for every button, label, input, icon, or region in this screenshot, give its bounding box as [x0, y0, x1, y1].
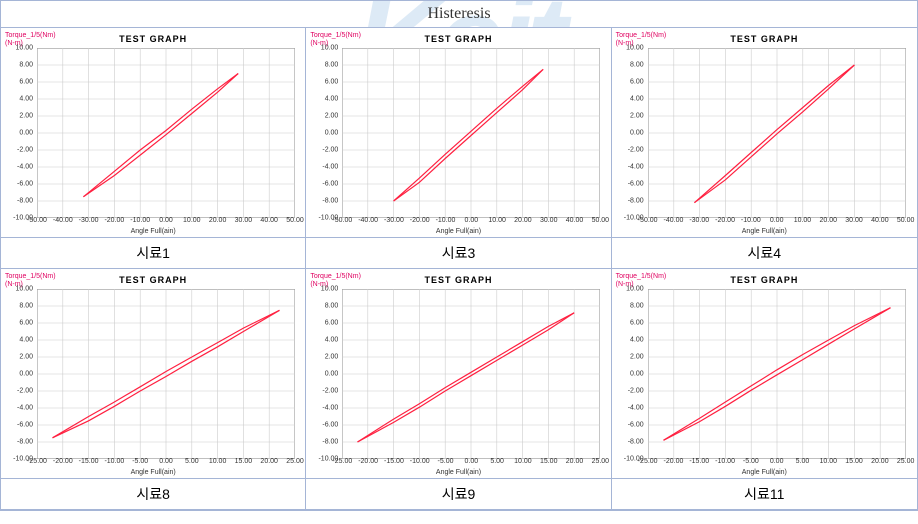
y-tick-labels: -10.00-8.00-6.00-4.00-2.000.002.004.006.… [614, 289, 646, 459]
y-tick-labels: -10.00-8.00-6.00-4.00-2.000.002.004.006.… [3, 289, 35, 459]
chart-plot-title: TEST GRAPH [424, 34, 492, 44]
chart-panel: TEST GRAPHTorque_1/5(Nm)(N-m)-10.00-8.00… [612, 269, 917, 479]
chart-panel: TEST GRAPHTorque_1/5(Nm)(N-m)-10.00-8.00… [612, 28, 917, 238]
chart-plot-area [342, 48, 600, 218]
y-tick-labels: -10.00-8.00-6.00-4.00-2.000.002.004.006.… [614, 48, 646, 218]
chart-panel: TEST GRAPHTorque_1/5(Nm)(N-m)-10.00-8.00… [306, 28, 611, 238]
chart-caption: 시료8 [1, 479, 306, 510]
x-tick-labels: -25.00-20.00-15.00-10.00-5.000.005.0010.… [648, 458, 906, 468]
xaxis-label: Angle Full(ain) [742, 228, 787, 235]
x-tick-labels: -50.00-40.00-30.00-20.00-10.000.0010.002… [648, 217, 906, 227]
chart-plot-title: TEST GRAPH [119, 34, 187, 44]
chart-plot-area [648, 48, 906, 218]
chart-plot-area [342, 289, 600, 459]
xaxis-label: Angle Full(ain) [436, 469, 481, 476]
chart-caption: 시료1 [1, 238, 306, 269]
chart-plot-title: TEST GRAPH [119, 275, 187, 285]
chart-caption: 시료9 [306, 479, 611, 510]
chart-plot-area [37, 48, 295, 218]
chart-plot-title: TEST GRAPH [730, 34, 798, 44]
chart-grid: TEST GRAPHTorque_1/5(Nm)(N-m)-10.00-8.00… [1, 28, 917, 510]
y-tick-labels: -10.00-8.00-6.00-4.00-2.000.002.004.006.… [308, 48, 340, 218]
chart-panel: TEST GRAPHTorque_1/5(Nm)(N-m)-10.00-8.00… [1, 28, 306, 238]
y-tick-labels: -10.00-8.00-6.00-4.00-2.000.002.004.006.… [308, 289, 340, 459]
chart-plot-title: TEST GRAPH [730, 275, 798, 285]
y-tick-labels: -10.00-8.00-6.00-4.00-2.000.002.004.006.… [3, 48, 35, 218]
chart-plot-area [648, 289, 906, 459]
xaxis-label: Angle Full(ain) [436, 228, 481, 235]
chart-caption: 시료3 [306, 238, 611, 269]
chart-caption: 시료11 [612, 479, 917, 510]
table-title: Histeresis [1, 1, 917, 28]
chart-caption: 시료4 [612, 238, 917, 269]
x-tick-labels: -25.00-20.00-15.00-10.00-5.000.005.0010.… [37, 458, 295, 468]
x-tick-labels: -50.00-40.00-30.00-20.00-10.000.0010.002… [342, 217, 600, 227]
main-table: Histeresis TEST GRAPHTorque_1/5(Nm)(N-m)… [0, 0, 918, 511]
chart-panel: TEST GRAPHTorque_1/5(Nm)(N-m)-10.00-8.00… [1, 269, 306, 479]
chart-plot-title: TEST GRAPH [424, 275, 492, 285]
x-tick-labels: -50.00-40.00-30.00-20.00-10.000.0010.002… [37, 217, 295, 227]
chart-panel: TEST GRAPHTorque_1/5(Nm)(N-m)-10.00-8.00… [306, 269, 611, 479]
chart-plot-area [37, 289, 295, 459]
xaxis-label: Angle Full(ain) [742, 469, 787, 476]
x-tick-labels: -25.00-20.00-15.00-10.00-5.000.005.0010.… [342, 458, 600, 468]
xaxis-label: Angle Full(ain) [131, 228, 176, 235]
xaxis-label: Angle Full(ain) [131, 469, 176, 476]
